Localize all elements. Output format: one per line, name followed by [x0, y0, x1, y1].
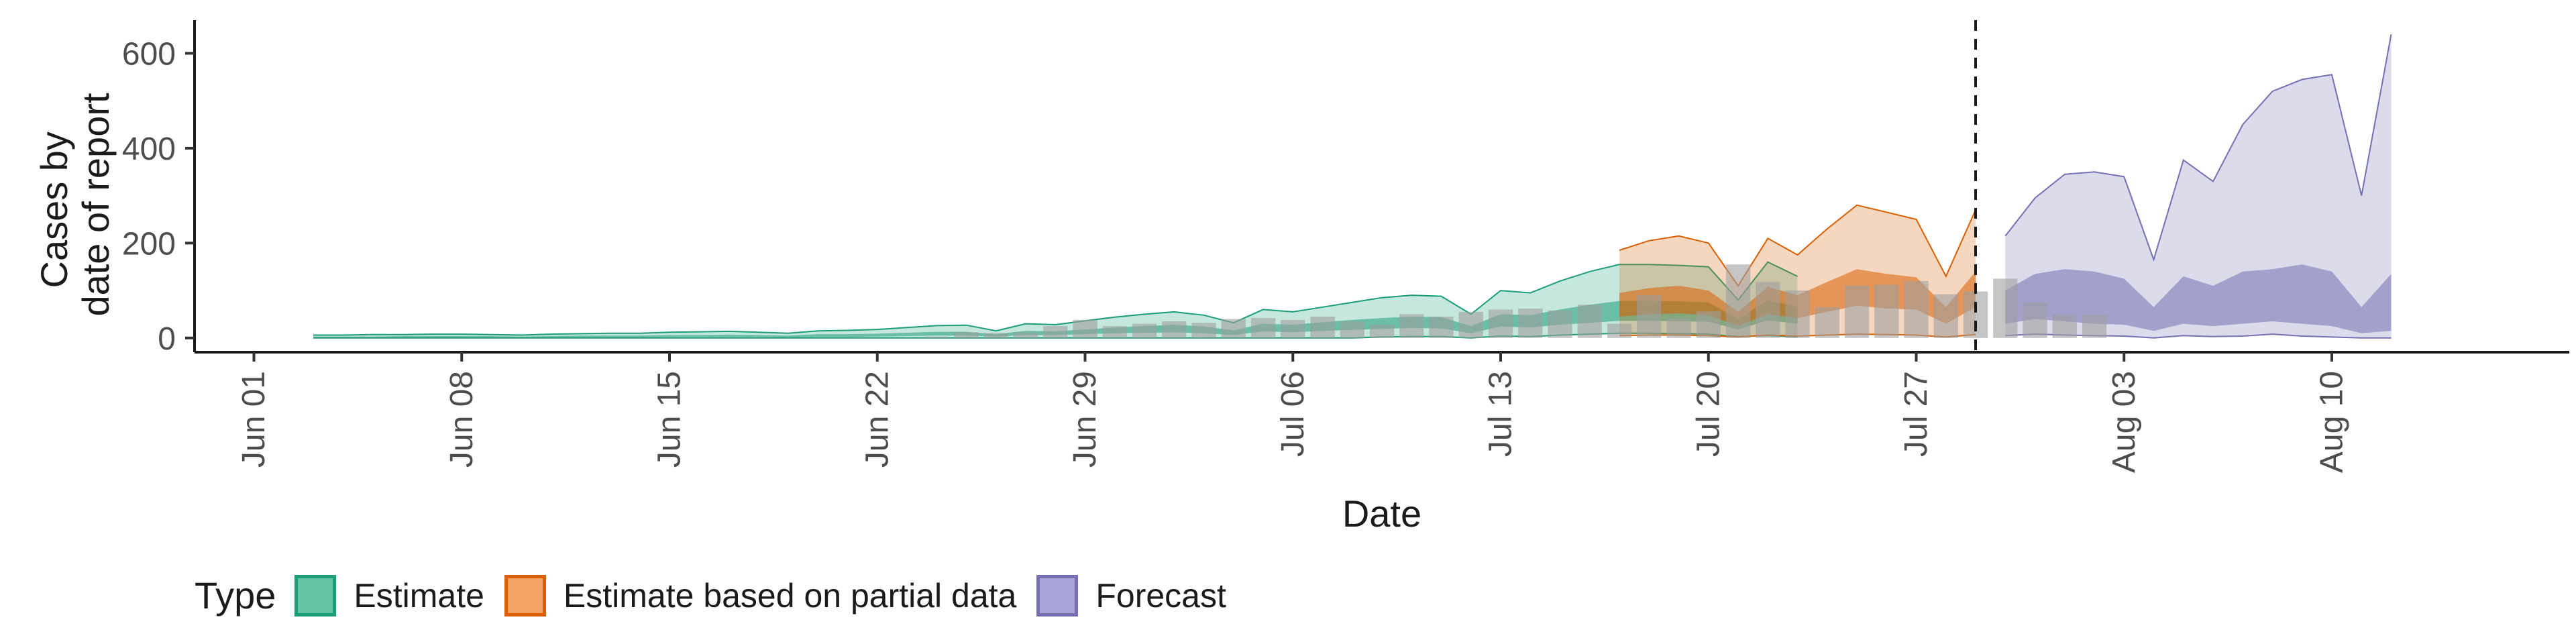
legend-item-partial: Estimate based on partial data	[504, 574, 1017, 616]
axes	[193, 20, 2569, 354]
reported-bar	[954, 332, 979, 338]
outer-upper-line-partial	[1619, 204, 1976, 287]
y-tick-label: 0	[158, 321, 176, 357]
reported-bar	[1250, 318, 1276, 338]
reported-bar	[1844, 286, 1870, 338]
reported-bar	[1310, 317, 1335, 338]
reported-bar	[1488, 309, 1513, 338]
reported-bar	[1815, 307, 1839, 338]
reported-bar	[1132, 323, 1157, 338]
y-axis-label: Cases by date of report	[33, 93, 117, 317]
x-tick-label: Jul 20	[1690, 371, 1726, 457]
reported-bar	[1281, 319, 1305, 338]
x-tick-label: Aug 10	[2314, 371, 2350, 473]
legend-label-estimate: Estimate	[354, 576, 484, 614]
x-tick-label: Jun 29	[1067, 371, 1103, 468]
reported-bar	[1666, 318, 1691, 338]
reported-bar	[1162, 321, 1187, 338]
reported-bar	[1429, 317, 1454, 338]
y-tick-label: 200	[122, 226, 176, 262]
reported-bar	[1933, 294, 1958, 338]
x-axis-ticks: Jun 01 Jun 08 Jun 15 Jun 22 Jun 29 Jul 06 Jul …	[236, 352, 2350, 473]
reported-bar	[1548, 310, 1572, 338]
x-tick-label: Jun 15	[652, 371, 688, 468]
x-tick-label: Jul 13	[1483, 371, 1519, 457]
reported-bar	[1369, 325, 1395, 338]
reported-bar	[2082, 315, 2107, 338]
legend-label-partial: Estimate based on partial data	[563, 576, 1017, 614]
legend: Type Estimate Estimate based on partial …	[195, 574, 1246, 617]
legend-swatch-estimate	[294, 574, 337, 616]
outer-upper-line-estimate	[313, 261, 1798, 336]
y-axis-label-line-1: Cases by	[33, 131, 75, 288]
x-tick-label: Jun 22	[859, 371, 895, 468]
reported-bar	[1073, 319, 1097, 338]
reported-bar	[1725, 264, 1751, 338]
reported-bar	[1399, 314, 1424, 338]
uncertainty-bands	[313, 34, 2392, 339]
reported-bar	[1696, 311, 1721, 338]
y-axis-ticks: 0 200 400 600	[122, 37, 195, 357]
outer-upper-line-forecast	[2004, 34, 2392, 262]
reported-bar	[983, 333, 1008, 338]
legend-item-estimate: Estimate	[294, 574, 484, 616]
x-tick-label: Jun 01	[236, 371, 272, 468]
reported-bar	[1785, 290, 1810, 338]
reported-bar	[1043, 326, 1068, 338]
outer-band-forecast	[2005, 34, 2392, 338]
reported-bar	[2023, 302, 2047, 338]
reported-bar	[1904, 280, 1929, 338]
reported-bar	[1013, 332, 1038, 338]
reported-bar	[1637, 295, 1662, 338]
x-tick-label: Jul 27	[1898, 371, 1934, 457]
x-tick-label: Jul 06	[1275, 371, 1311, 457]
reported-bar	[1577, 305, 1602, 338]
legend-item-forecast: Forecast	[1036, 574, 1226, 616]
legend-swatch-forecast	[1036, 574, 1079, 616]
reported-bar	[1221, 319, 1246, 338]
reported-bar	[2052, 314, 2077, 338]
legend-label-forecast: Forecast	[1095, 576, 1226, 614]
reported-bar	[1874, 284, 1899, 338]
reported-bar	[1102, 326, 1127, 338]
legend-swatch-partial	[504, 574, 546, 616]
x-tick-label: Jun 08	[444, 371, 480, 468]
legend-title: Type	[195, 574, 276, 616]
reported-bar	[1191, 323, 1216, 338]
y-tick-label: 400	[122, 131, 176, 167]
x-axis-label: Date	[1342, 492, 1421, 535]
reported-cases-bars	[924, 264, 2107, 338]
reported-bar	[1607, 323, 1632, 338]
y-axis-label-line-2: date of report	[74, 93, 117, 317]
reported-bar	[1458, 311, 1483, 338]
reported-bar	[1756, 282, 1780, 338]
y-tick-label: 600	[122, 37, 176, 72]
reported-bar	[1340, 321, 1364, 338]
reported-bar	[1993, 278, 2018, 338]
x-tick-label: Aug 03	[2106, 371, 2142, 473]
reported-bar	[924, 336, 949, 338]
reported-bar	[1518, 308, 1543, 338]
